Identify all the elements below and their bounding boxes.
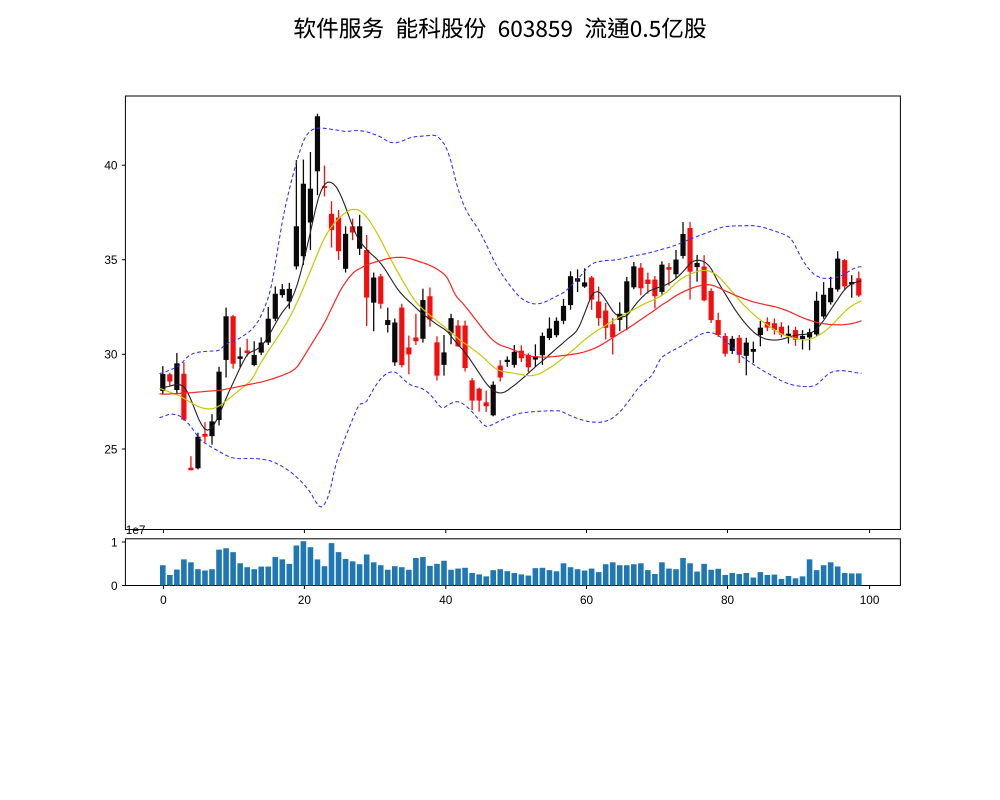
svg-text:1: 1 <box>111 535 118 549</box>
svg-text:60: 60 <box>580 593 594 607</box>
svg-text:40: 40 <box>104 159 118 173</box>
svg-text:1e7: 1e7 <box>126 523 146 537</box>
svg-text:20: 20 <box>298 593 312 607</box>
svg-text:0: 0 <box>111 579 118 593</box>
svg-text:25: 25 <box>104 442 118 456</box>
svg-text:30: 30 <box>104 348 118 362</box>
svg-text:40: 40 <box>439 593 453 607</box>
svg-text:35: 35 <box>104 253 118 267</box>
svg-text:0: 0 <box>160 593 167 607</box>
svg-text:100: 100 <box>860 593 880 607</box>
svg-text:80: 80 <box>721 593 735 607</box>
